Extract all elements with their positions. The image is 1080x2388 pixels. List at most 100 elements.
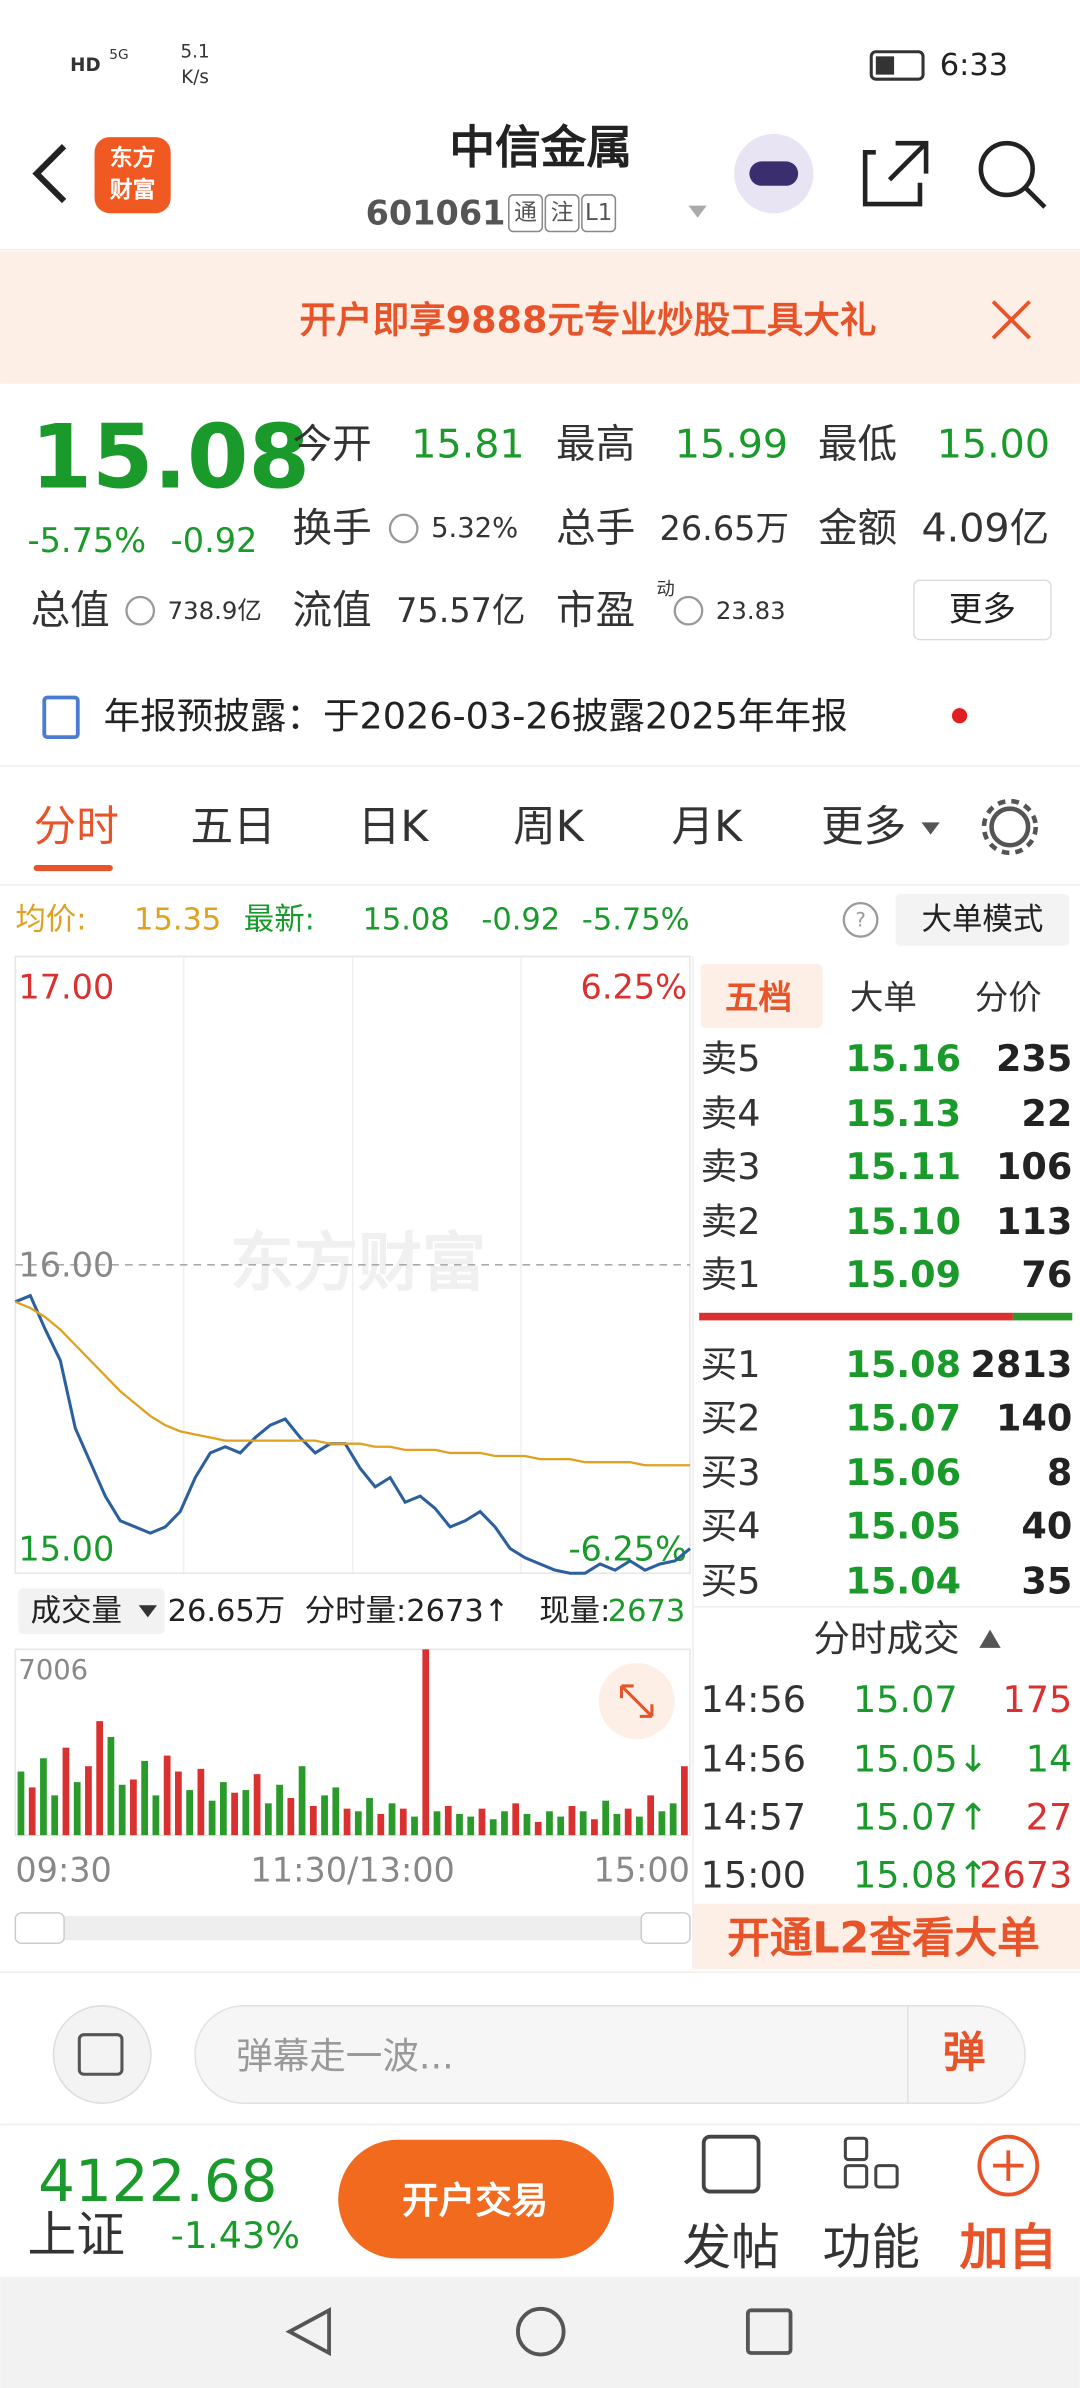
slider-handle[interactable] — [14, 1912, 65, 1945]
book-price: 15.11 — [845, 1145, 961, 1188]
slider-handle[interactable] — [640, 1912, 691, 1945]
field-label: 总手 — [556, 505, 635, 551]
field-label: 总值 — [31, 588, 110, 634]
share-icon[interactable] — [862, 140, 929, 207]
post-icon[interactable] — [701, 2134, 761, 2194]
field-value: 15.81 — [411, 422, 524, 468]
volume-bar — [647, 1795, 655, 1836]
danmaku-send[interactable]: 弹 — [943, 2028, 986, 2078]
field-value: 26.65万 — [660, 509, 789, 548]
more-button-text[interactable]: 更多 — [949, 590, 1016, 629]
back-icon[interactable] — [32, 144, 67, 204]
nav-back[interactable] — [285, 2307, 331, 2357]
trades-title[interactable]: 分时成交 — [813, 1617, 959, 1660]
help-icon[interactable] — [842, 901, 879, 938]
book-level: 卖3 — [701, 1145, 761, 1188]
search-icon[interactable] — [978, 140, 1035, 198]
tab[interactable]: 分时 — [34, 802, 119, 852]
volume-bar — [85, 1766, 92, 1836]
index-name: 上证 — [28, 2208, 125, 2264]
battery — [869, 50, 925, 81]
book-quantity: 40 — [1021, 1505, 1072, 1548]
mode-button-text[interactable]: 大单模式 — [922, 902, 1044, 937]
function-icon — [843, 2164, 869, 2189]
settings-icon[interactable] — [989, 806, 1031, 848]
volume-bar — [591, 1819, 598, 1836]
field-value: 15.00 — [937, 422, 1050, 468]
trade-button-text[interactable]: 开户交易 — [402, 2179, 548, 2222]
status-time: 6:33 — [940, 48, 1008, 83]
volume-bar — [602, 1800, 610, 1836]
volume-bar — [512, 1803, 520, 1836]
slider-track[interactable] — [15, 1915, 691, 1941]
volume-bar — [467, 1816, 475, 1836]
ratio-bar-sell — [1012, 1312, 1073, 1321]
volume-bar — [388, 1803, 396, 1836]
comment-placeholder[interactable]: 弹幕走一波... — [236, 2034, 454, 2077]
tab[interactable]: 月K — [671, 802, 743, 852]
field-value: 15.99 — [675, 422, 788, 468]
nav-home[interactable] — [516, 2306, 566, 2357]
volume-minute: 分时量:2673↑ — [305, 1594, 510, 1629]
volume-bar — [681, 1766, 688, 1836]
tab-underline — [33, 865, 113, 872]
book-quantity: 106 — [996, 1145, 1072, 1188]
info-latest-label: 最新: — [244, 902, 315, 937]
l2-banner-text[interactable]: 开通L2查看大单 — [727, 1914, 1040, 1964]
volume-bar — [264, 1803, 272, 1836]
close-banner[interactable] — [991, 300, 1031, 340]
book-level: 买2 — [701, 1396, 761, 1439]
info-change: -0.92 — [481, 902, 560, 937]
volume-bar — [433, 1811, 441, 1836]
mode-button[interactable] — [895, 893, 1070, 946]
volume-bar — [163, 1755, 171, 1836]
tab[interactable]: 更多 — [821, 802, 906, 852]
volume-bar — [253, 1774, 261, 1836]
info-icon — [125, 595, 156, 626]
function-icon[interactable] — [843, 2136, 869, 2162]
book-tab[interactable]: 五档 — [725, 978, 792, 1017]
add-icon — [993, 2150, 1024, 2181]
trade-button[interactable] — [338, 2139, 614, 2259]
volume-bar — [624, 1808, 632, 1836]
dropdown[interactable] — [921, 822, 940, 835]
volume-total: 26.65万 — [168, 1594, 286, 1629]
add-icon[interactable] — [977, 2134, 1040, 2197]
tab[interactable]: 周K — [513, 802, 585, 852]
volume-bar — [568, 1805, 576, 1836]
volume-bar — [377, 1813, 385, 1836]
danmaku-toggle[interactable] — [52, 2004, 152, 2104]
book-level: 卖2 — [701, 1200, 761, 1243]
badge: 通 — [514, 200, 537, 226]
collapse-icon[interactable] — [979, 1629, 1001, 1648]
volume-bar — [579, 1811, 587, 1836]
volume-label[interactable]: 成交量 — [31, 1594, 122, 1629]
more-button[interactable] — [913, 579, 1052, 641]
trade-time: 14:56 — [701, 1738, 806, 1781]
nav-recent[interactable] — [745, 2308, 793, 2355]
x-tick-label: 09:30 — [15, 1851, 112, 1890]
footer-action[interactable]: 加自 — [960, 2220, 1057, 2276]
status-network: 5G — [109, 47, 128, 63]
tab[interactable]: 五日 — [190, 802, 275, 852]
volume-bar — [62, 1747, 70, 1836]
volume-selector[interactable] — [18, 1588, 165, 1635]
promo-banner[interactable]: 开户即享9888元专业炒股工具大礼 — [300, 298, 877, 341]
info-avg-label: 均价: — [15, 902, 86, 937]
l2-banner-bg[interactable] — [693, 1903, 1080, 1970]
comment-input[interactable] — [194, 2004, 1026, 2104]
tab[interactable]: 日K — [358, 802, 430, 852]
field-label: 最低 — [818, 422, 897, 468]
volume-bar — [51, 1795, 59, 1836]
volume-bar — [197, 1768, 205, 1836]
book-level: 买1 — [701, 1343, 761, 1386]
footer-action[interactable]: 发帖 — [682, 2220, 779, 2276]
footer-action[interactable]: 功能 — [823, 2220, 920, 2276]
notice-text[interactable]: 年报预披露：于2026-03-26披露2025年年报 — [104, 694, 848, 737]
field-value: 5.32% — [431, 513, 518, 544]
app-logo[interactable] — [94, 137, 171, 214]
dropdown[interactable] — [688, 205, 707, 218]
book-tab[interactable]: 大单 — [850, 978, 917, 1017]
book-tab[interactable]: 分价 — [975, 978, 1042, 1017]
help-icon: ? — [855, 908, 866, 931]
